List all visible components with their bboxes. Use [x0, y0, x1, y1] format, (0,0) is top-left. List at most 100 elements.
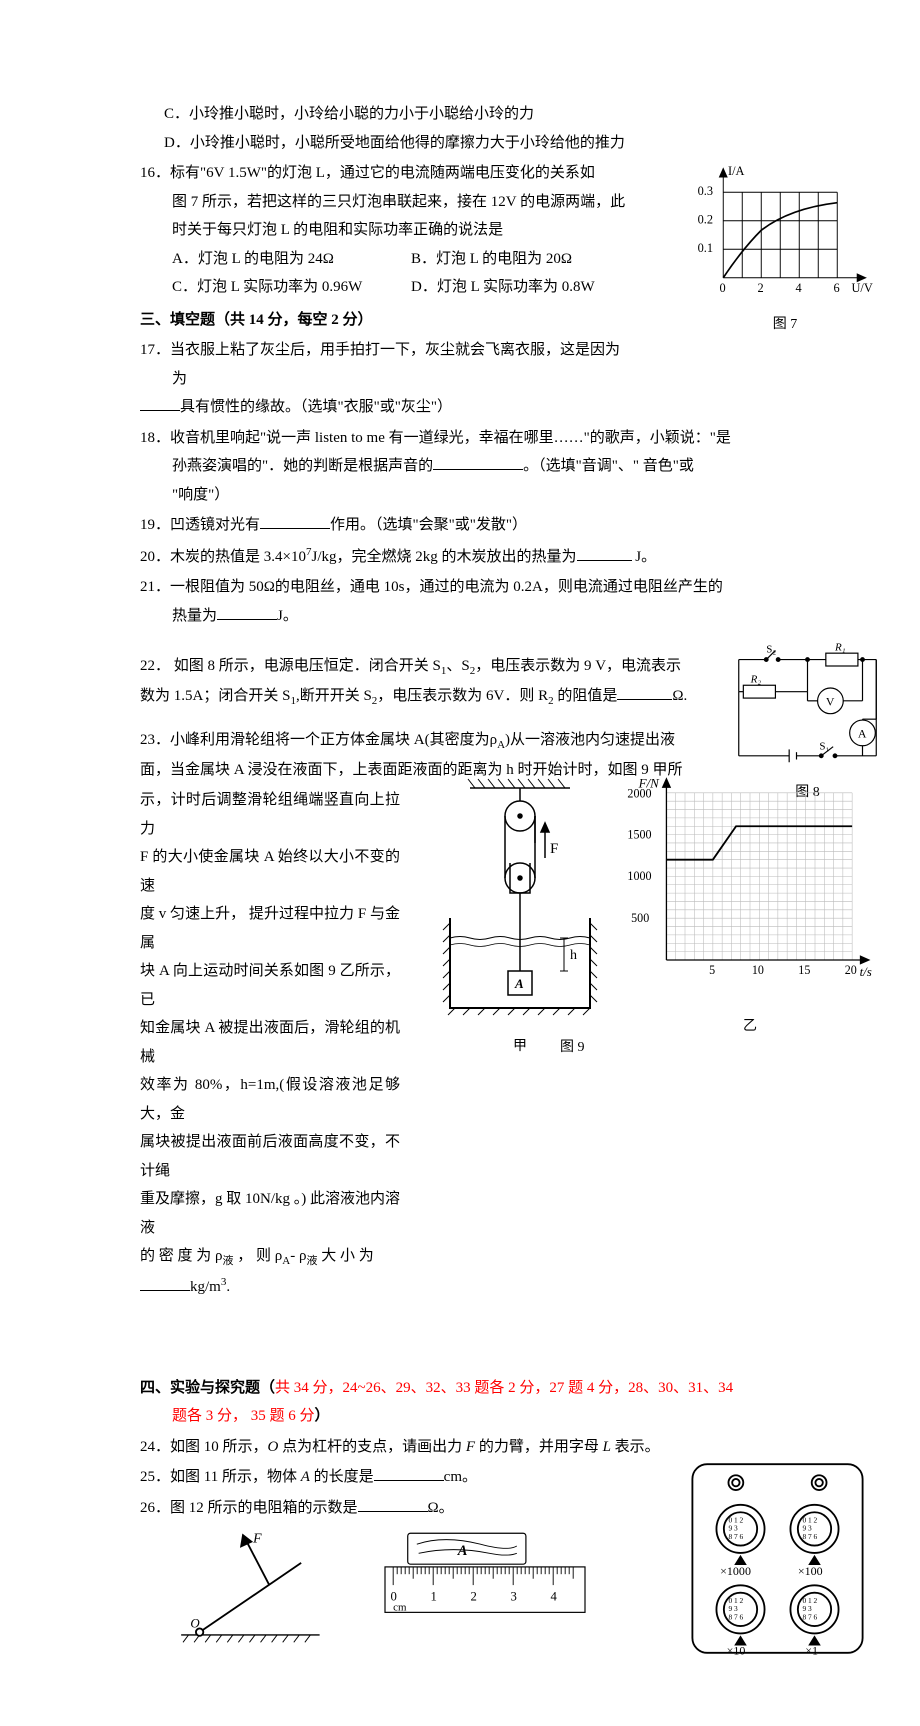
svg-text:8 7 6: 8 7 6 [802, 1532, 817, 1541]
question-23-narrow: 示，计时后调整滑轮组绳端竖直向上拉力 F 的大小使金属块 A 始终以大小不变的速… [140, 786, 400, 1301]
svg-text:8 7 6: 8 7 6 [802, 1613, 817, 1622]
q15-c-text: C．小玲推小聪时，小玲给小聪的力小于小聪给小玲的力 [164, 106, 534, 122]
question-20: 20．木炭的热值是 3.4×107J/kg，完全燃烧 2kg 的木炭放出的热量为… [140, 542, 850, 572]
q21-num: 21． [140, 579, 170, 595]
q19-blank[interactable] [260, 513, 330, 529]
q15-choice-c: C．小玲推小聪时，小玲给小聪的力小于小聪给小玲的力 [140, 100, 850, 129]
q21-blank[interactable] [217, 604, 277, 620]
q21-c: J。 [277, 608, 298, 624]
fig7-xtick-0: 0 [719, 281, 725, 295]
q18-l2a: 孙燕姿演唱的"．她的判断是根据声音的 [140, 458, 433, 474]
section-4-title: 四、实验与探究题（共 34 分，24~26、29、32、33 题各 2 分，27… [140, 1374, 850, 1403]
svg-text:A: A [457, 1543, 468, 1559]
svg-text:10: 10 [752, 963, 764, 977]
svg-text:A: A [858, 727, 867, 741]
q18-l3: "响度"） [140, 487, 229, 503]
svg-text:A: A [514, 976, 524, 991]
q22-num: 22． [140, 658, 170, 674]
figure-7: 0.1 0.2 0.3 0 2 4 6 I/A U/V 图 7 [690, 160, 880, 339]
q16-opt-b: B．灯泡 L 的电阻为 20Ω [411, 245, 650, 274]
section-4-title-line2: 题各 3 分， 35 题 6 分） [140, 1402, 850, 1431]
svg-text:1: 1 [430, 1590, 436, 1604]
svg-text:V: V [826, 694, 835, 708]
q16-num: 16． [140, 165, 170, 181]
q15-d-text: D．小玲推小聪时，小聪所受地面给他得的摩擦力大于小玲给他的推力 [164, 135, 625, 151]
svg-text:R₂: R₂ [750, 674, 762, 686]
svg-text:5: 5 [709, 963, 715, 977]
svg-text:×10: ×10 [727, 1644, 746, 1658]
q22-blank[interactable] [617, 684, 672, 700]
q21-b: 热量为 [140, 608, 217, 624]
q19-a: 凹透镜对光有 [170, 517, 260, 533]
question-18: 18．收音机里响起"说一声 listen to me 有一道绿光，幸福在哪里……… [140, 424, 850, 510]
fig7-caption: 图 7 [690, 312, 880, 339]
question-16: 16．标有"6V 1.5W"的灯泡 L，通过它的电流随两端电压变化的关系如 图 … [140, 159, 650, 302]
q20-num: 20． [140, 549, 170, 565]
svg-text:h: h [570, 948, 577, 963]
fig7-ylabel: I/A [728, 164, 745, 178]
fig9a-caption: 甲 [420, 1034, 620, 1061]
svg-text:F/N: F/N [638, 775, 661, 790]
question-21: 21．一根阻值为 50Ω的电阻丝，通电 10s，通过的电流为 0.2A，则电流通… [140, 573, 850, 630]
q16-stem2: 图 7 所示，若把这样的三只灯泡串联起来，接在 12V 的电源两端，此 [140, 194, 625, 210]
q16-opt-c: C．灯泡 L 实际功率为 0.96W [172, 273, 411, 302]
fig9-caption: 图 9 [560, 1035, 585, 1062]
fig7-xlabel: U/V [852, 281, 873, 295]
q17-blank[interactable] [140, 395, 180, 411]
svg-text:S₂: S₂ [766, 643, 776, 655]
q26-blank[interactable] [358, 1496, 428, 1512]
q19-b: 作用。（选填"会聚"或"发散"） [330, 517, 527, 533]
figure-10: F O [180, 1526, 330, 1657]
svg-text:2: 2 [470, 1590, 476, 1604]
svg-text:cm: cm [393, 1602, 407, 1614]
q16-stem3: 时关于每只灯泡 L 的电阻和实际功率正确的说法是 [140, 222, 503, 238]
question-17: 17．当衣服上粘了灰尘后，用手拍打一下，灰尘就会飞离衣服，这是因为 为 具有惯性… [140, 336, 660, 422]
svg-text:t/s: t/s [860, 964, 872, 979]
q16-stem1: 标有"6V 1.5W"的灯泡 L，通过它的电流随两端电压变化的关系如 [170, 165, 595, 181]
fig7-xtick-4: 4 [795, 281, 801, 295]
svg-text:500: 500 [631, 911, 649, 925]
fig7-chart: 0.1 0.2 0.3 0 2 4 6 I/A U/V [690, 160, 880, 310]
svg-text:8 7 6: 8 7 6 [728, 1532, 743, 1541]
svg-text:O: O [190, 1616, 200, 1631]
svg-text:R₁: R₁ [834, 641, 846, 653]
fig9b-caption: 乙 [620, 1014, 880, 1041]
q20-b: J。 [632, 549, 657, 565]
q17-l1: 当衣服上粘了灰尘后，用手拍打一下，灰尘就会飞离衣服，这是因为 [170, 342, 620, 358]
fig7-ytick-2: 0.2 [698, 213, 713, 227]
svg-text:×1: ×1 [805, 1644, 818, 1658]
fig7-xtick-2: 2 [757, 281, 763, 295]
svg-text:4: 4 [550, 1590, 557, 1604]
q18-blank[interactable] [433, 454, 523, 470]
bottom-figures: F O [140, 1526, 850, 1686]
q21-a: 一根阻值为 50Ω的电阻丝，通电 10s，通过的电流为 0.2A，则电流通过电阻… [170, 579, 723, 595]
svg-text:3: 3 [510, 1590, 516, 1604]
figure-9b: 500 1000 1500 2000 5 10 15 20 F/N t/s 乙 [620, 773, 880, 1040]
q18-num: 18． [140, 430, 170, 446]
q23-num: 23． [140, 732, 170, 748]
fig7-ytick-3: 0.3 [698, 184, 713, 198]
q20-blank[interactable] [577, 545, 632, 561]
q20-a: 木炭的热值是 3.4×10 [170, 549, 306, 565]
svg-text:×1000: ×1000 [720, 1564, 751, 1578]
q19-num: 19． [140, 517, 170, 533]
q23-blank[interactable] [140, 1275, 190, 1291]
svg-text:F: F [252, 1531, 262, 1546]
q16-opt-d: D．灯泡 L 实际功率为 0.8W [411, 273, 650, 302]
figure-9a: F h A 甲 [420, 773, 620, 1060]
fig7-ytick-1: 0.1 [698, 241, 713, 255]
svg-text:1000: 1000 [627, 869, 651, 883]
question-22: 22． 如图 8 所示，电源电压恒定．闭合开关 S1、S2，电压表示数为 9 V… [140, 652, 700, 712]
q25-blank[interactable] [374, 1465, 444, 1481]
q20-a2: J/kg，完全燃烧 2kg 的木炭放出的热量为 [311, 549, 576, 565]
q17-num: 17． [140, 342, 170, 358]
svg-text:1500: 1500 [627, 827, 651, 841]
q18-l2b: 。（选填"音调"、" 音色"或 [523, 458, 694, 474]
svg-text:8 7 6: 8 7 6 [728, 1613, 743, 1622]
q15-choice-d: D．小玲推小聪时，小聪所受地面给他得的摩擦力大于小玲给他的推力 [140, 129, 850, 158]
q18-l1: 收音机里响起"说一声 listen to me 有一道绿光，幸福在哪里……"的歌… [170, 430, 731, 446]
svg-text:15: 15 [798, 963, 810, 977]
exam-page: C．小玲推小聪时，小玲给小聪的力小于小聪给小玲的力 D．小玲推小聪时，小聪所受地… [0, 0, 920, 1726]
q22-a: 如图 8 所示，电源电压恒定．闭合开关 S [170, 658, 441, 674]
q17-l2: 具有惯性的缘故。（选填"衣服"或"灰尘"） [180, 399, 452, 415]
